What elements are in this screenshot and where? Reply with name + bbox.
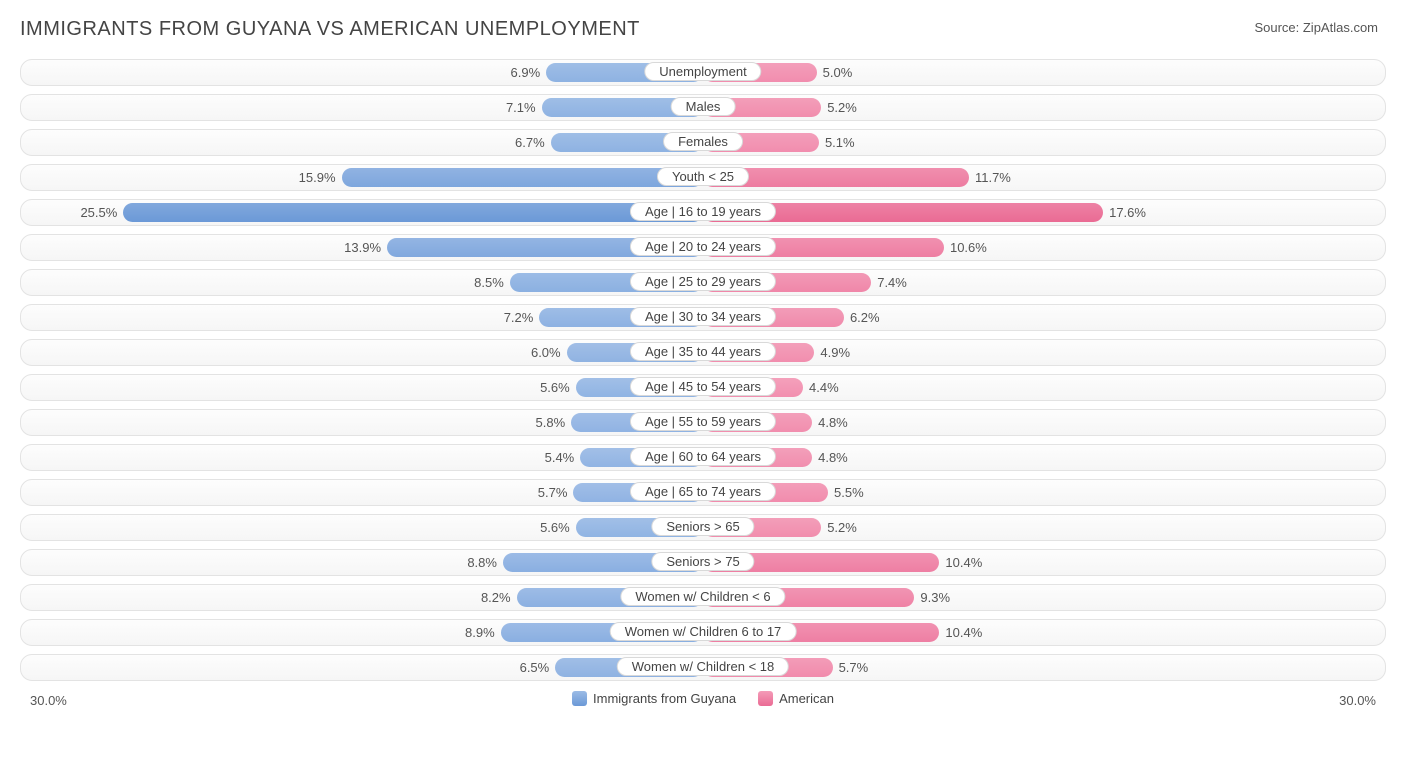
value-label-right: 11.7%	[969, 168, 1029, 187]
axis-max-right: 30.0%	[1339, 693, 1376, 708]
value-label-left: 5.4%	[520, 448, 580, 467]
legend-swatch-right	[758, 691, 773, 706]
value-label-left: 7.1%	[482, 98, 542, 117]
value-label-right: 5.1%	[819, 133, 879, 152]
chart-row: 6.5% 5.7% Women w/ Children < 18	[20, 654, 1386, 681]
value-label-left: 8.8%	[443, 553, 503, 572]
chart-area: 6.9% 5.0% Unemployment 7.1% 5.2% Males 6.7% 5.1…	[20, 59, 1386, 681]
bar-left	[123, 203, 703, 222]
category-label: Women w/ Children < 6	[620, 587, 785, 606]
value-label-right: 6.2%	[844, 308, 904, 327]
value-label-right: 5.2%	[821, 98, 881, 117]
value-label-right: 4.9%	[814, 343, 874, 362]
value-label-right: 7.4%	[871, 273, 931, 292]
category-label: Women w/ Children 6 to 17	[610, 622, 797, 641]
legend-label-right: American	[779, 691, 834, 706]
chart-row: 6.0% 4.9% Age | 35 to 44 years	[20, 339, 1386, 366]
category-label: Seniors > 65	[651, 517, 754, 536]
value-label-right: 10.6%	[944, 238, 1004, 257]
category-label: Age | 20 to 24 years	[630, 237, 776, 256]
legend: Immigrants from Guyana American	[572, 691, 834, 706]
chart-footer: 30.0% Immigrants from Guyana American 30…	[20, 689, 1386, 717]
value-label-right: 4.8%	[812, 448, 872, 467]
chart-row: 15.9% 11.7% Youth < 25	[20, 164, 1386, 191]
value-label-left: 6.7%	[491, 133, 551, 152]
chart-row: 8.9% 10.4% Women w/ Children 6 to 17	[20, 619, 1386, 646]
axis-max-left: 30.0%	[30, 693, 67, 708]
category-label: Age | 55 to 59 years	[630, 412, 776, 431]
value-label-right: 10.4%	[939, 623, 999, 642]
value-label-left: 15.9%	[282, 168, 342, 187]
chart-row: 5.7% 5.5% Age | 65 to 74 years	[20, 479, 1386, 506]
chart-row: 5.4% 4.8% Age | 60 to 64 years	[20, 444, 1386, 471]
value-label-right: 10.4%	[939, 553, 999, 572]
value-label-left: 6.0%	[507, 343, 567, 362]
category-label: Age | 65 to 74 years	[630, 482, 776, 501]
value-label-right: 17.6%	[1103, 203, 1163, 222]
chart-row: 25.5% 17.6% Age | 16 to 19 years	[20, 199, 1386, 226]
value-label-right: 5.5%	[828, 483, 888, 502]
category-label: Age | 60 to 64 years	[630, 447, 776, 466]
chart-row: 5.6% 4.4% Age | 45 to 54 years	[20, 374, 1386, 401]
chart-row: 5.8% 4.8% Age | 55 to 59 years	[20, 409, 1386, 436]
chart-row: 6.7% 5.1% Females	[20, 129, 1386, 156]
category-label: Males	[671, 97, 736, 116]
category-label: Unemployment	[644, 62, 761, 81]
chart-title: IMMIGRANTS FROM GUYANA VS AMERICAN UNEMP…	[20, 18, 1386, 41]
source-attribution: Source: ZipAtlas.com	[1254, 20, 1378, 35]
legend-item-right: American	[758, 691, 834, 706]
value-label-right: 4.8%	[812, 413, 872, 432]
value-label-left: 6.9%	[486, 63, 546, 82]
chart-row: 7.2% 6.2% Age | 30 to 34 years	[20, 304, 1386, 331]
value-label-left: 8.9%	[441, 623, 501, 642]
category-label: Females	[663, 132, 743, 151]
value-label-left: 5.8%	[511, 413, 571, 432]
category-label: Age | 25 to 29 years	[630, 272, 776, 291]
value-label-left: 5.7%	[513, 483, 573, 502]
value-label-right: 5.7%	[833, 658, 893, 677]
value-label-left: 13.9%	[327, 238, 387, 257]
value-label-right: 4.4%	[803, 378, 863, 397]
chart-row: 8.2% 9.3% Women w/ Children < 6	[20, 584, 1386, 611]
category-label: Age | 45 to 54 years	[630, 377, 776, 396]
chart-row: 5.6% 5.2% Seniors > 65	[20, 514, 1386, 541]
chart-row: 8.8% 10.4% Seniors > 75	[20, 549, 1386, 576]
category-label: Youth < 25	[657, 167, 749, 186]
chart-row: 8.5% 7.4% Age | 25 to 29 years	[20, 269, 1386, 296]
value-label-left: 5.6%	[516, 518, 576, 537]
category-label: Age | 30 to 34 years	[630, 307, 776, 326]
value-label-left: 5.6%	[516, 378, 576, 397]
value-label-right: 9.3%	[914, 588, 974, 607]
chart-row: 7.1% 5.2% Males	[20, 94, 1386, 121]
legend-label-left: Immigrants from Guyana	[593, 691, 736, 706]
category-label: Age | 35 to 44 years	[630, 342, 776, 361]
value-label-left: 25.5%	[63, 203, 123, 222]
category-label: Age | 16 to 19 years	[630, 202, 776, 221]
value-label-left: 6.5%	[495, 658, 555, 677]
value-label-left: 7.2%	[479, 308, 539, 327]
category-label: Seniors > 75	[651, 552, 754, 571]
value-label-left: 8.5%	[450, 273, 510, 292]
value-label-left: 8.2%	[457, 588, 517, 607]
chart-row: 13.9% 10.6% Age | 20 to 24 years	[20, 234, 1386, 261]
legend-swatch-left	[572, 691, 587, 706]
chart-row: 6.9% 5.0% Unemployment	[20, 59, 1386, 86]
bar-left	[342, 168, 703, 187]
legend-item-left: Immigrants from Guyana	[572, 691, 736, 706]
value-label-right: 5.0%	[817, 63, 877, 82]
category-label: Women w/ Children < 18	[617, 657, 789, 676]
value-label-right: 5.2%	[821, 518, 881, 537]
